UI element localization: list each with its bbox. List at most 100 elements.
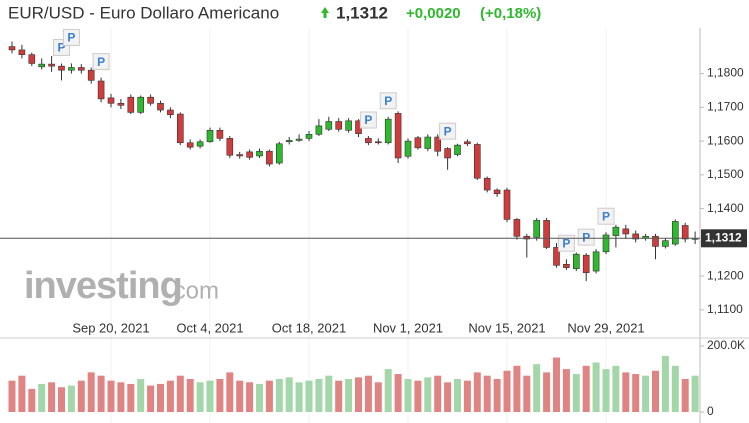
volume-bar <box>285 377 293 412</box>
candle-body <box>137 96 144 113</box>
volume-bar <box>691 375 699 412</box>
volume-bar <box>127 383 135 412</box>
event-label: P <box>97 55 105 69</box>
candle-body <box>295 138 303 141</box>
event-box <box>62 28 80 46</box>
candle-body <box>434 136 442 152</box>
candle-body <box>157 102 164 111</box>
volume-bar <box>602 369 610 412</box>
volume-bar <box>166 380 174 412</box>
header-change-pct: (+0,18%) <box>480 5 541 22</box>
volume-bar <box>454 379 461 412</box>
volume-bar <box>236 380 244 412</box>
volume-bar <box>137 379 145 412</box>
candle-body <box>572 253 580 269</box>
candle-body <box>384 118 392 144</box>
event-label: P <box>384 94 392 108</box>
watermark-suffix: .com <box>167 277 219 304</box>
candle-body <box>177 113 184 144</box>
volume-bar <box>58 387 65 412</box>
candle-body <box>602 234 610 253</box>
candle-body <box>315 125 323 135</box>
candle-body <box>622 228 630 235</box>
y-tick-label: 1,1700 <box>707 100 744 114</box>
candle-body <box>523 235 531 240</box>
volume-bar <box>384 369 392 412</box>
volume-bar <box>681 379 689 412</box>
candle-body <box>473 144 481 179</box>
candle-body <box>671 221 679 245</box>
candle-body <box>365 138 372 144</box>
candle-body <box>454 144 461 155</box>
candle-body <box>226 138 234 156</box>
volume-bar <box>305 380 313 412</box>
candle-body <box>38 63 46 68</box>
volume-bar <box>265 380 273 412</box>
candle-body <box>681 225 689 240</box>
candle-body <box>444 148 451 159</box>
candle-body <box>275 143 283 164</box>
candle-body <box>216 129 224 139</box>
candle-body <box>28 54 36 64</box>
volume-tick-label: 0 <box>707 404 714 418</box>
volume-bar <box>444 382 452 412</box>
volume-bar <box>8 380 16 412</box>
candle-body <box>8 46 16 51</box>
event-label: P <box>67 31 75 45</box>
volume-bar <box>582 365 590 412</box>
event-box <box>577 228 595 246</box>
candle-body <box>345 120 352 131</box>
candle-body <box>582 254 590 274</box>
x-tick-label: Sep 20, 2021 <box>72 320 149 335</box>
candle-body <box>167 109 174 116</box>
volume-bar <box>424 377 432 412</box>
x-tick-label: Nov 1, 2021 <box>373 320 443 335</box>
event-label: P <box>57 41 65 55</box>
volume-bar <box>642 375 650 412</box>
volume-bar <box>622 372 630 412</box>
volume-bar <box>206 380 214 412</box>
candle-body <box>483 177 491 191</box>
event-label: P <box>364 113 372 127</box>
event-box <box>92 53 110 71</box>
y-tick-label: 1,1500 <box>707 167 744 181</box>
candle-body <box>206 129 214 143</box>
y-tick-label: 1,1800 <box>707 66 744 80</box>
volume-bar <box>67 385 75 412</box>
volume-bar <box>97 375 105 412</box>
volume-bar <box>533 364 541 412</box>
volume-bar <box>562 369 570 412</box>
candle-body <box>18 49 26 55</box>
volume-bar <box>345 379 353 412</box>
volume-bar <box>612 365 620 412</box>
volume-bar <box>335 380 343 412</box>
volume-bar <box>414 380 422 412</box>
volume-bar <box>553 357 560 412</box>
candle-body <box>305 134 313 139</box>
volume-bar <box>18 375 26 412</box>
candle-body <box>236 154 243 157</box>
candle-body <box>87 69 95 81</box>
volume-bar <box>117 382 125 412</box>
candle-body <box>374 141 382 144</box>
volume-bar <box>107 380 115 412</box>
watermark: investing <box>24 265 182 307</box>
candle-body <box>266 150 273 165</box>
candle-body <box>117 102 125 106</box>
volume-bar <box>671 365 679 412</box>
volume-bar <box>394 374 402 412</box>
candle-body <box>563 264 570 268</box>
up-arrow <box>321 7 329 18</box>
candle-body <box>533 220 541 238</box>
chart-title: EUR/USD - Euro Dollaro Americano <box>8 3 279 22</box>
candle-body <box>553 247 560 266</box>
event-label: P <box>602 209 610 223</box>
candle-body <box>186 142 194 148</box>
volume-bar <box>404 379 412 412</box>
volume-bar <box>523 375 531 412</box>
header-price: 1,1312 <box>336 3 388 22</box>
candle-body <box>592 251 600 272</box>
event-label: P <box>444 124 452 138</box>
volume-bar <box>315 379 323 412</box>
